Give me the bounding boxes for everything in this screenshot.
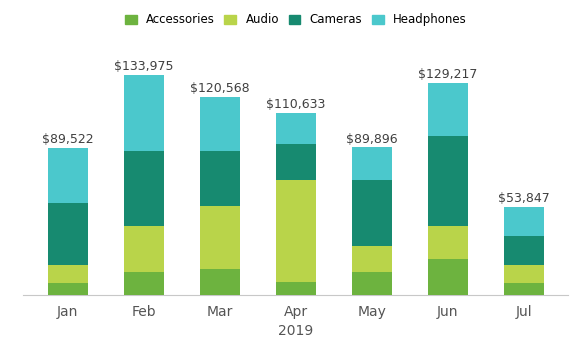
Bar — [352, 246, 392, 272]
Text: $89,522: $89,522 — [42, 133, 93, 146]
Bar — [352, 272, 392, 295]
X-axis label: 2019: 2019 — [278, 324, 313, 338]
Bar — [48, 283, 88, 295]
Bar — [124, 151, 164, 226]
Bar — [48, 148, 88, 203]
Bar — [276, 180, 316, 282]
Bar — [48, 203, 88, 265]
Text: $89,896: $89,896 — [346, 133, 398, 145]
Bar — [428, 83, 467, 136]
Text: $53,847: $53,847 — [498, 192, 550, 205]
Bar — [124, 272, 164, 295]
Bar — [124, 75, 164, 151]
Bar — [428, 259, 467, 295]
Bar — [504, 236, 543, 265]
Bar — [504, 206, 543, 236]
Bar — [200, 269, 240, 295]
Bar — [276, 282, 316, 295]
Bar — [276, 144, 316, 180]
Text: $120,568: $120,568 — [190, 82, 249, 95]
Bar — [352, 180, 392, 246]
Text: $129,217: $129,217 — [418, 68, 477, 81]
Bar — [504, 265, 543, 283]
Bar — [200, 97, 240, 151]
Bar — [504, 283, 543, 295]
Bar — [428, 136, 467, 226]
Text: $110,633: $110,633 — [266, 99, 325, 112]
Text: $133,975: $133,975 — [114, 60, 173, 73]
Bar — [428, 226, 467, 259]
Bar — [48, 265, 88, 283]
Bar — [352, 147, 392, 180]
Bar — [124, 226, 164, 272]
Bar — [200, 151, 240, 206]
Bar — [276, 114, 316, 144]
Legend: Accessories, Audio, Cameras, Headphones: Accessories, Audio, Cameras, Headphones — [120, 8, 472, 31]
Bar — [200, 206, 240, 269]
